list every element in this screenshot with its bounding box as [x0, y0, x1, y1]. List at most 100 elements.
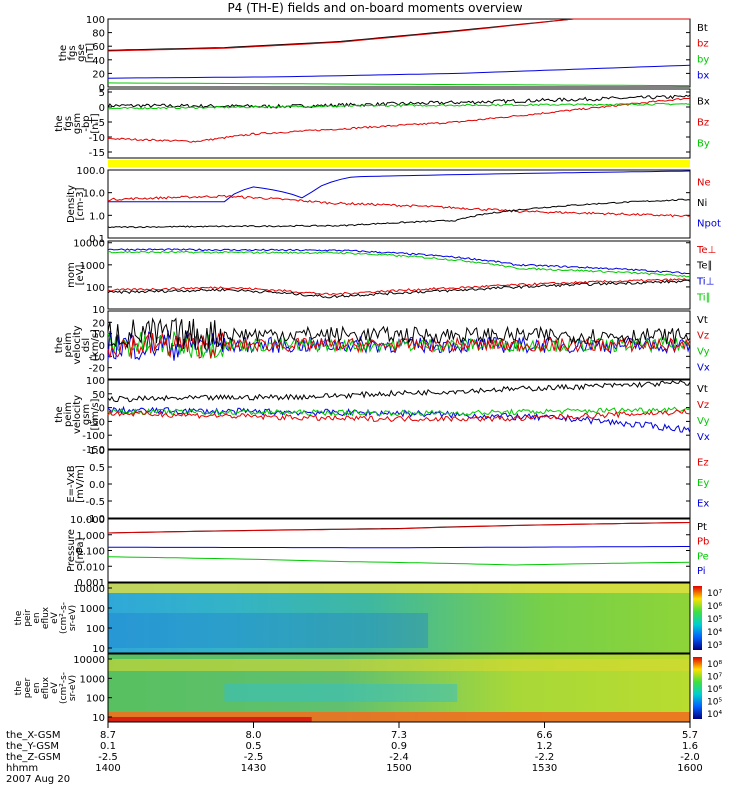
y-tick-label: 1.0: [89, 211, 105, 222]
series-Pb: [107, 522, 691, 534]
y-axis-label: velocity: [72, 395, 83, 434]
y-axis-label: [cm-3]: [75, 187, 86, 220]
legend-entry: Vz: [697, 331, 709, 342]
x-tick-value: 0.5: [246, 741, 262, 752]
y-tick-label: 1000: [80, 674, 105, 685]
panel-efield: 1.0 0.5 0.0 -0.5 -1.0 E=-VxB[mV/m] Ez Ey Ex: [66, 446, 709, 525]
legend-entry: Te∥: [696, 261, 713, 272]
y-axis-label: sr-eV): [68, 605, 78, 631]
x-tick-value: 1500: [386, 763, 411, 774]
y-axis-label: the: [14, 610, 24, 625]
x-tick-value: -2.5: [244, 752, 264, 763]
legend-entry: Te⊥: [696, 245, 716, 256]
y-axis-label: en: [32, 682, 42, 693]
legend-entry: Vt: [697, 384, 708, 395]
y-tick-label: 100: [86, 15, 105, 26]
x-tick-value: -2.4: [389, 752, 409, 763]
legend-entry: Vt: [697, 315, 708, 326]
legend-entry: Ti∥: [696, 292, 711, 303]
colorbar-label: 10⁸: [707, 660, 722, 670]
series-Npot: [108, 170, 691, 203]
y-tick-label: 0.001: [76, 578, 105, 589]
panel-frame: [107, 449, 691, 519]
y-axis-label: eflux: [41, 606, 51, 629]
legend-entry: Pt: [697, 522, 707, 533]
panel-frame: [107, 18, 691, 88]
y-tick-label: -10: [89, 352, 105, 363]
y-tick-label: -100: [82, 431, 105, 442]
y-axis-label: peir: [23, 609, 33, 627]
panel-frame: [107, 88, 691, 159]
series-Te∥: [107, 279, 691, 299]
y-tick-label: 1000: [80, 261, 105, 272]
y-tick-label: 100: [86, 376, 105, 387]
y-tick-label: -150: [82, 445, 105, 456]
y-tick-label: 100: [86, 283, 105, 294]
series-Bz: [107, 97, 691, 143]
y-tick-label: -10: [89, 133, 105, 144]
y-tick-label: 10.0: [83, 189, 105, 200]
series-Ti⊥: [107, 248, 691, 275]
spectrogram-band: [108, 613, 429, 648]
y-tick-label: 10000: [73, 239, 105, 250]
y-axis-label: gse: [76, 44, 87, 62]
spectrogram-band: [224, 684, 458, 702]
y-tick-label: 60: [92, 42, 105, 53]
y-tick-label: 20: [92, 318, 105, 329]
y-axis-label: [km/s]: [90, 398, 101, 430]
x-tick-value: -2.5: [98, 752, 118, 763]
y-tick-label: -50: [89, 417, 105, 428]
legend-entry: Vy: [697, 416, 710, 427]
y-axis-label: [km/s]: [90, 329, 101, 361]
colorbar-label: 10⁶: [707, 685, 722, 695]
y-tick-label: 20: [92, 69, 105, 80]
y-tick-label: 50: [92, 390, 105, 401]
legend-entry: Ti⊥: [696, 276, 714, 287]
series-Ne: [107, 194, 691, 218]
legend-entry: Bt: [697, 23, 708, 34]
colorbar-label: 10⁴: [707, 628, 722, 638]
y-axis-label: dsl: [81, 338, 92, 352]
y-tick-label: -20: [89, 364, 105, 375]
x-row-label: the_X-GSM: [6, 730, 60, 741]
y-tick-label: 0: [99, 341, 105, 352]
colorbar-label: 10⁵: [707, 698, 722, 708]
y-axis-label: mom: [66, 262, 77, 288]
spectrogram-band: [108, 717, 312, 722]
y-axis-label: [mV/m]: [75, 465, 86, 503]
y-tick-label: 80: [92, 29, 105, 40]
panel-frame: [107, 518, 691, 583]
y-axis-label: peim: [63, 402, 74, 427]
colorbar-label: 10⁷: [707, 673, 722, 683]
y-tick-label: 1000: [80, 604, 105, 615]
y-axis-label: [nPa]: [75, 537, 86, 563]
colorbar-label: 10⁵: [707, 615, 722, 625]
y-tick-label: 0.010: [76, 562, 105, 573]
colorbar-label: 10³: [707, 641, 722, 651]
spectrogram-image: [108, 583, 690, 653]
y-tick-label: 10: [92, 713, 105, 724]
y-axis-label: gsm: [81, 404, 92, 425]
panel-frame: [107, 240, 691, 310]
legend-entry: bz: [697, 39, 709, 50]
legend-entry: Npot: [697, 219, 721, 230]
series-Vy: [107, 406, 691, 417]
y-axis-label: peim: [63, 332, 74, 357]
x-tick-value: 0.1: [100, 741, 116, 752]
x-row-label: the_Y-GSM: [6, 741, 59, 752]
legend-entry: Ex: [697, 499, 709, 510]
x-tick-value: 1.6: [682, 741, 698, 752]
legend-entry: Pi: [697, 566, 706, 577]
y-tick-label: 40: [92, 56, 105, 67]
legend-entry: Vx: [697, 362, 710, 373]
y-axis-label: (cm²-s-: [59, 602, 69, 634]
legend-entry: Bz: [697, 118, 709, 129]
x-axis: the_X-GSM 8.7 8.0 7.3 6.6 5.7 the_Y-GSM 0.1 0.5 0…: [6, 722, 703, 785]
legend-entry: By: [697, 139, 710, 150]
legend-entry: Vy: [697, 346, 710, 357]
y-tick-label: -0.5: [85, 497, 105, 508]
series-bz: [107, 18, 690, 52]
colorbar-label: 10⁷: [707, 589, 722, 599]
